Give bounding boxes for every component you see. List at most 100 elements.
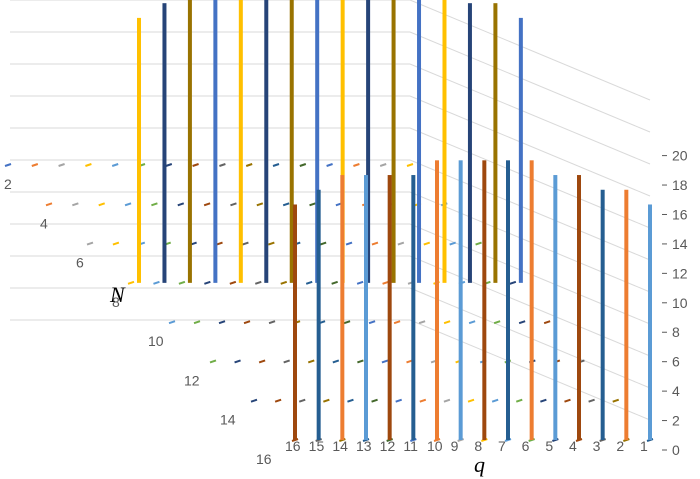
y-tick-label: 8 [112,294,120,310]
floor-marker [203,202,211,207]
x-tick-label: 14 [332,438,348,454]
floor-marker [343,320,351,325]
floor-marker [85,163,92,167]
floor-marker [151,202,158,207]
floor-marker [280,280,288,285]
z-tick-label: 8 [672,324,680,340]
bar [553,175,558,441]
bar [315,0,320,283]
floor-marker [258,359,266,364]
floor-marker [588,398,595,403]
floor-marker [379,163,387,167]
floor-marker [31,163,39,167]
x-tick-label: 16 [285,438,301,454]
floor-marker [256,202,264,207]
floor-marker [4,163,12,167]
bars [137,0,652,441]
z-tick-label: 4 [672,383,680,399]
bar [529,160,534,440]
floor-marker [323,398,330,403]
floor-marker [283,359,291,364]
floor-marker [345,241,353,246]
floor-marker [393,320,401,325]
z-tick-label: 14 [672,236,688,252]
floor-marker [353,163,360,167]
bar [493,3,498,283]
floor-marker [612,398,620,403]
bar [340,175,345,441]
floor-marker [397,241,405,246]
bar [624,189,629,440]
floor-marker [305,280,313,285]
x-axis-label: q [474,452,485,477]
gridline-side [409,63,651,165]
floor-marker [204,280,211,285]
floor-marker [540,398,547,403]
y-axis-label: N [109,282,126,307]
bar [435,160,439,440]
floor-marker [419,398,427,403]
bar [506,160,510,440]
x-tick-label: 3 [593,438,601,454]
floor-marker [268,241,275,246]
floor-marker [368,320,376,325]
floor-marker [168,320,176,325]
floor-marker [509,280,517,285]
z-tick-label: 6 [672,354,680,370]
floor-marker [98,202,106,207]
x-tick-label: 1 [640,438,648,454]
x-tick-label: 15 [309,438,325,454]
bar [366,0,371,283]
floor-marker [177,202,185,207]
bar [458,160,463,440]
bar [391,0,396,283]
bar [518,17,523,283]
floor-marker [331,280,338,285]
floor-marker [395,398,403,403]
floor-marker [219,163,226,167]
floor-marker [165,163,173,167]
y-tick-label: 14 [220,412,236,428]
y-tick-label: 2 [4,176,12,192]
z-tick-label: 18 [672,177,688,193]
x-tick-label: 10 [427,438,443,454]
floor-marker [268,320,276,325]
floor-marker [209,359,217,364]
floor-marker [309,202,316,207]
bar [238,0,243,283]
bar [411,175,416,441]
floor-marker [230,202,237,207]
floor-marker [443,398,451,403]
floor-marker [192,163,199,167]
x-tick-label: 12 [380,438,396,454]
floor-marker [356,280,364,285]
floor-marker [243,320,251,325]
floor-marker [443,320,451,325]
x-tick-label: 6 [522,438,530,454]
x-tick-label: 7 [498,438,506,454]
floor-marker [423,241,431,246]
bar [600,189,605,440]
floor-marker [307,359,315,364]
bar [442,0,447,283]
floor-marker [298,398,306,403]
floor-marker [58,163,65,167]
bar [648,204,652,440]
floor-marker [347,398,354,403]
bar [340,0,345,283]
floor-marker [418,320,426,325]
floor-marker [245,163,253,167]
floor-marker [216,241,223,246]
bar [467,3,472,283]
bar [482,160,487,440]
y-tick-label: 16 [256,451,272,467]
y-tick-label: 10 [148,333,164,349]
z-axis-ticks: 0 2 4 6 8 10 12 14 16 18 20 [662,148,688,458]
floor-marker [124,202,132,207]
floor-marker [254,280,262,285]
z-tick-label: 16 [672,206,688,222]
x-tick-label: 4 [569,438,577,454]
floor-marker [178,280,186,285]
